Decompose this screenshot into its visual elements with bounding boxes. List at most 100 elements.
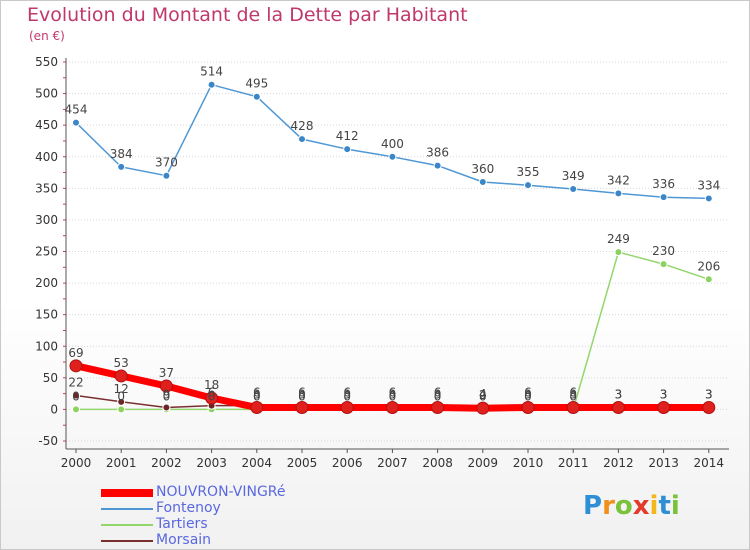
y-tick-label: 300 xyxy=(35,213,58,227)
x-tick-label: 2013 xyxy=(648,456,679,470)
data-label: 6 xyxy=(569,386,577,400)
y-tick-label: 500 xyxy=(35,87,58,101)
chart-subtitle: (en €) xyxy=(29,29,65,43)
data-label: 3 xyxy=(343,388,351,402)
legend-swatch-nouvron xyxy=(101,489,153,497)
data-point xyxy=(521,401,535,415)
data-label: 412 xyxy=(336,129,359,143)
data-label: 249 xyxy=(607,232,630,246)
y-tick-label: 350 xyxy=(35,181,58,195)
y-tick-label: 450 xyxy=(35,118,58,132)
data-point xyxy=(611,401,625,415)
legend-label-tartiers: Tartiers xyxy=(156,516,208,532)
data-point xyxy=(114,369,128,383)
data-label: 69 xyxy=(68,346,83,360)
data-point xyxy=(207,80,216,89)
data-label: 6 xyxy=(524,386,532,400)
data-label: 334 xyxy=(697,178,720,192)
data-label: 0 xyxy=(524,389,532,403)
data-label: 6 xyxy=(298,386,306,400)
legend-label-fontenoy: Fontenoy xyxy=(156,500,221,516)
data-label: 0 xyxy=(343,389,351,403)
data-point xyxy=(614,248,623,257)
data-point xyxy=(295,401,309,415)
x-tick-label: 2005 xyxy=(287,456,318,470)
y-tick-label: -50 xyxy=(38,434,58,448)
data-point xyxy=(72,118,80,127)
data-label: 0 xyxy=(253,389,261,403)
data-label: 6 xyxy=(343,386,351,400)
data-label: 428 xyxy=(291,119,314,133)
logo-letter: i xyxy=(649,491,659,521)
data-label: 0 xyxy=(569,389,577,403)
data-label: 0 xyxy=(298,389,306,403)
data-label: 3 xyxy=(660,388,668,402)
data-label: 3 xyxy=(660,388,668,402)
x-tick-label: 2012 xyxy=(603,456,634,470)
data-point xyxy=(117,162,126,171)
data-label: 342 xyxy=(607,173,630,187)
x-tick-label: 2014 xyxy=(694,456,725,470)
x-tick-label: 2009 xyxy=(468,456,499,470)
data-point xyxy=(343,145,352,154)
y-tick-label: 50 xyxy=(43,371,58,385)
data-label: 18 xyxy=(204,378,219,392)
x-tick-label: 2006 xyxy=(332,456,363,470)
data-label: 400 xyxy=(381,137,404,151)
logo-letter: t xyxy=(658,491,671,521)
data-point xyxy=(388,152,397,161)
x-tick-label: 2002 xyxy=(151,456,182,470)
y-tick-label: 250 xyxy=(35,245,58,259)
data-point xyxy=(702,401,716,415)
data-point xyxy=(476,401,490,415)
data-point xyxy=(569,184,578,193)
data-label: 53 xyxy=(114,356,129,370)
data-point xyxy=(69,359,83,373)
data-label: 6 xyxy=(389,386,397,400)
x-tick-label: 2000 xyxy=(61,456,92,470)
y-tick-label: 400 xyxy=(35,150,58,164)
data-label: 4 xyxy=(479,387,487,401)
data-point xyxy=(385,401,399,415)
x-tick-label: 2010 xyxy=(513,456,544,470)
data-point xyxy=(659,193,668,202)
data-label: 230 xyxy=(652,244,675,258)
x-tick-label: 2004 xyxy=(242,456,273,470)
data-label: 3 xyxy=(705,388,713,402)
series-layer xyxy=(69,80,716,415)
data-point xyxy=(205,391,219,405)
data-point xyxy=(117,405,126,414)
data-point xyxy=(433,161,442,170)
data-label: 0 xyxy=(117,389,125,403)
data-point xyxy=(657,401,671,415)
data-label: 360 xyxy=(471,162,494,176)
y-tick-label: 0 xyxy=(50,402,58,416)
x-tick-label: 2008 xyxy=(422,456,453,470)
data-point xyxy=(340,401,354,415)
logo-letter: x xyxy=(632,491,650,521)
data-label: 6 xyxy=(434,386,442,400)
data-label: 454 xyxy=(65,103,88,117)
data-label: 6 xyxy=(253,386,261,400)
logo-letter: r xyxy=(602,491,615,521)
data-label: 12 xyxy=(114,382,129,396)
data-point xyxy=(162,171,171,180)
data-point xyxy=(524,181,532,190)
data-label: 370 xyxy=(155,156,178,170)
data-label: 384 xyxy=(110,147,133,161)
x-tick-label: 2007 xyxy=(377,456,408,470)
legend-swatch-tartiers xyxy=(101,524,153,526)
data-label: 336 xyxy=(652,177,675,191)
x-tick-label: 2001 xyxy=(106,456,137,470)
data-point xyxy=(704,275,713,284)
data-point xyxy=(252,92,261,101)
axis-layer: -500501001502002503003504004505005502000… xyxy=(35,55,729,470)
data-point xyxy=(298,135,306,144)
logo-letter: P xyxy=(583,491,603,521)
data-label: 3 xyxy=(298,388,306,402)
data-label: 3 xyxy=(705,388,713,402)
data-point xyxy=(704,194,713,203)
